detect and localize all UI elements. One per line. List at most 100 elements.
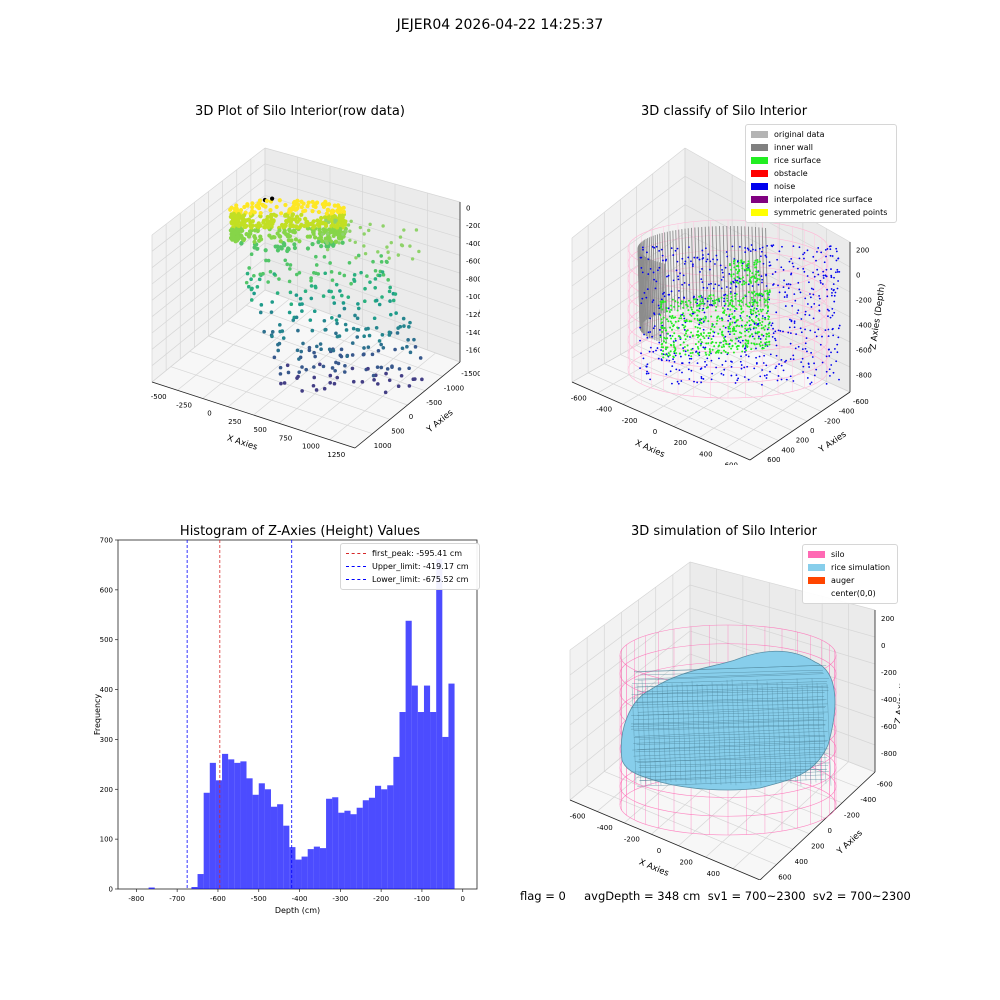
rice-surface-point <box>768 315 771 318</box>
noise-point <box>816 251 818 253</box>
noise-point <box>720 372 723 375</box>
rice-surface-point <box>752 326 755 329</box>
sim-grid-y <box>587 785 777 865</box>
raw-data-point <box>351 326 356 331</box>
raw-data-point <box>341 205 346 210</box>
noise-point <box>712 287 715 290</box>
rice-surface-point <box>670 328 673 331</box>
rice-surface-point <box>743 282 746 285</box>
rice-surface-point <box>688 320 691 323</box>
noise-point <box>735 285 738 288</box>
raw-x-tick-label: -250 <box>176 401 192 409</box>
raw-data-point <box>249 252 254 256</box>
raw-data-point <box>329 270 334 274</box>
raw-data-point <box>387 333 392 337</box>
legend-label: silo <box>831 550 845 559</box>
raw-data-point <box>278 323 282 327</box>
noise-point <box>786 294 789 297</box>
rice-surface-point <box>725 313 728 316</box>
rice-surface-point <box>767 306 770 309</box>
noise-point <box>823 261 826 264</box>
noise-point <box>651 335 654 338</box>
rice-surface-point <box>700 341 703 344</box>
surface-mesh-line <box>639 687 829 695</box>
raw-data-point <box>335 321 339 326</box>
raw-data-point <box>348 229 352 233</box>
raw-data-point <box>387 256 391 260</box>
rice-surface-point <box>670 304 673 307</box>
rice-surface-point <box>662 346 665 349</box>
raw-data-point <box>381 224 385 228</box>
rice-surface-point <box>677 327 680 330</box>
raw-data-point <box>406 338 410 342</box>
raw-data-point <box>337 215 342 221</box>
rice-surface-point <box>728 327 731 330</box>
noise-point <box>700 367 703 370</box>
raw-data-point <box>335 225 340 230</box>
noise-point <box>688 246 690 249</box>
noise-point <box>774 330 777 333</box>
inner-wall-point <box>648 258 652 339</box>
noise-point <box>761 281 763 284</box>
noise-point <box>835 259 838 262</box>
raw-data-point <box>301 341 305 346</box>
rice-surface-point <box>728 323 731 326</box>
noise-point <box>751 335 754 338</box>
simulation-plot-title: 3D simulation of Silo Interior <box>631 524 817 539</box>
raw-data-point <box>235 220 240 225</box>
rice-surface-point <box>732 260 735 263</box>
raw-data-point <box>272 272 277 276</box>
rice-surface-point <box>746 305 749 308</box>
rice-surface-point <box>730 273 733 276</box>
surface-mesh-line <box>816 682 822 783</box>
cls-x-tick-label: 0 <box>653 428 657 436</box>
raw-x-tick-label: 0 <box>207 410 211 418</box>
histogram-chart: -800 -700 -600 -500 -400 -300 -200 -100 00100200… <box>93 537 478 915</box>
noise-point <box>738 245 741 248</box>
raw-data-point <box>402 228 406 232</box>
raw-data-point <box>359 270 363 275</box>
raw-data-point <box>343 222 348 227</box>
legend-swatch <box>751 170 768 177</box>
raw-x-tick-label: 1250 <box>327 451 345 459</box>
noise-point <box>658 329 661 331</box>
raw-data-point <box>346 223 351 227</box>
raw-data-point <box>393 292 398 296</box>
surface-mesh-line <box>630 717 824 725</box>
rice-surface-point <box>741 297 744 300</box>
cls-grid-x <box>597 328 709 394</box>
rice-surface-point <box>750 291 753 294</box>
inner-wall-point <box>697 227 701 308</box>
raw-data-point <box>335 375 340 380</box>
noise-point <box>800 361 803 364</box>
noise-point <box>741 262 744 265</box>
rice-surface-point <box>690 314 693 317</box>
rice-surface-point <box>679 315 682 318</box>
surface-mesh-line <box>741 681 747 781</box>
raw-data-point <box>242 204 247 210</box>
raw-data-point <box>321 364 326 369</box>
raw-data-point <box>379 254 384 258</box>
raw-data-point <box>394 311 398 315</box>
sim-x-tick-label: 0 <box>657 847 661 855</box>
noise-point <box>830 294 833 297</box>
surface-mesh-line <box>801 685 807 781</box>
noise-point <box>727 308 729 310</box>
surface-mesh-line <box>666 684 672 783</box>
rice-surface-point <box>738 300 741 303</box>
rice-surface-point <box>759 322 762 325</box>
noise-point <box>743 347 746 350</box>
cls-axis-line <box>749 391 851 461</box>
raw-data-point <box>286 238 291 243</box>
rice-surface-point <box>744 330 747 333</box>
raw-data-point <box>368 222 372 227</box>
noise-point <box>833 348 836 350</box>
rice-surface-point <box>739 317 742 320</box>
noise-point <box>803 251 806 254</box>
noise-point <box>687 354 690 357</box>
raw-data-point <box>353 240 357 244</box>
raw-data-point <box>290 207 295 212</box>
rice-surface-point <box>689 313 692 316</box>
rice-surface-point <box>712 302 715 305</box>
rice-surface-point <box>691 334 694 337</box>
